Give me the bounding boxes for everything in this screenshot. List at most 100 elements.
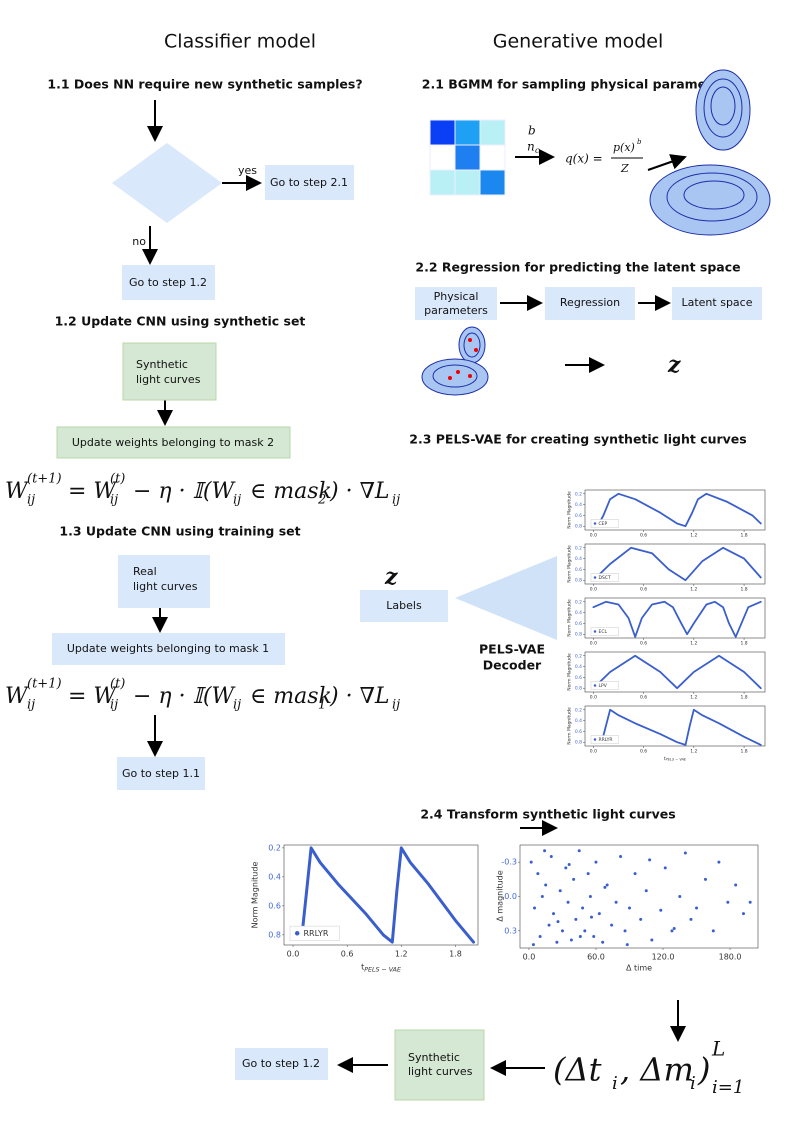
step-title: 2.2 Regression for predicting the latent… — [415, 260, 740, 275]
x-tick-label: 0.6 — [640, 641, 647, 647]
x-tick-label: 0.6 — [640, 695, 647, 701]
scatter-point — [650, 938, 654, 942]
y-tick-label: 0.3 — [504, 926, 517, 935]
scatter-point — [610, 923, 614, 927]
x-tick-label: 1.8 — [740, 641, 747, 647]
scatter-point — [555, 940, 559, 944]
y-tick-label: 0.6 — [575, 729, 582, 735]
light-curve — [592, 546, 762, 582]
y-tick-label: 0.6 — [575, 567, 582, 573]
symbol: z — [384, 564, 398, 590]
y-tick-label: 0.6 — [575, 621, 582, 627]
formula-part: ij — [27, 493, 35, 508]
scatter-point — [741, 912, 745, 916]
box — [117, 757, 205, 790]
scatter-point — [703, 877, 707, 881]
scatter-point — [711, 929, 715, 933]
scatter-point — [633, 872, 637, 876]
scatter-point — [601, 940, 605, 944]
plot-frame — [519, 844, 759, 949]
scatter-point — [583, 929, 587, 933]
formula-part: − η · 𝕀(W — [133, 684, 236, 709]
box-label: Regression — [560, 296, 620, 309]
box — [235, 1048, 328, 1080]
formula-part: ij — [392, 493, 400, 508]
x-tick-label: 1.2 — [690, 587, 697, 593]
formula-part: ) — [697, 1051, 710, 1089]
scatter-point — [639, 917, 643, 921]
scatter-point — [564, 866, 568, 870]
scatter-point — [531, 943, 535, 947]
scatter-point — [543, 849, 547, 853]
y-tick-label: 0.8 — [575, 632, 582, 638]
scatter-point — [581, 906, 585, 910]
scatter-point — [588, 895, 592, 898]
y-tick-label: 0.4 — [575, 502, 582, 508]
formula-part: ij — [233, 493, 241, 508]
x-tick-label: 1.8 — [740, 587, 747, 593]
box — [56, 426, 291, 459]
scatter-point — [628, 906, 632, 910]
header: Generative model — [493, 31, 663, 53]
light-curve — [592, 654, 762, 690]
x-axis-label-main: t — [361, 962, 364, 971]
decoder — [455, 556, 557, 640]
box-label: Physical — [434, 290, 479, 303]
formula-part: i — [690, 1073, 696, 1094]
formula-part: ) · ∇L — [329, 479, 390, 504]
symbol: c — [535, 146, 540, 155]
legend-label: LPV — [599, 683, 608, 689]
x-tick-label: 0.6 — [341, 950, 354, 959]
box-label: light curves — [136, 373, 201, 386]
scatter-point — [625, 943, 629, 947]
scatter-point — [556, 920, 560, 924]
x-axis-label-main: t — [664, 756, 666, 762]
scatter-point — [547, 923, 551, 927]
box-label: Latent space — [681, 296, 752, 309]
light-curve — [596, 492, 762, 528]
scatter-point — [717, 860, 721, 864]
scatter-point — [544, 883, 548, 887]
x-axis-label-sub: PELS − VAE — [364, 966, 401, 973]
label: Decoder — [483, 658, 542, 673]
box-label: parameters — [424, 304, 488, 317]
y-tick-label: 0.4 — [575, 664, 582, 670]
y-tick-label: 0.4 — [575, 610, 582, 616]
symbol: b — [528, 124, 536, 138]
y-axis-label: Norm Magnitude — [567, 653, 573, 691]
y-axis-label: Norm Magnitude — [251, 862, 260, 929]
x-tick-label: 60.0 — [587, 953, 605, 962]
formula-part: ij — [392, 698, 400, 713]
y-tick-label: 0.2 — [575, 707, 582, 713]
y-axis-label: Norm Magnitude — [567, 491, 573, 529]
legend-label: RRLYR — [599, 737, 613, 743]
decision — [112, 143, 222, 223]
x-tick-label: 1.8 — [449, 950, 462, 959]
scatter-point — [569, 938, 573, 942]
light-curve — [592, 600, 762, 638]
step-title: 1.2 Update CNN using synthetic set — [55, 314, 306, 329]
y-axis-label: Norm Magnitude — [567, 545, 573, 583]
y-tick-label: 0.2 — [575, 545, 582, 551]
legend-label: DSCT — [599, 575, 611, 581]
formula-part: (t+1) — [27, 472, 62, 487]
formula-part: ∈ mask — [250, 684, 332, 709]
x-tick-label: 1.8 — [740, 749, 747, 755]
formula-part: W — [5, 479, 30, 504]
x-tick-label: 1.8 — [740, 533, 747, 539]
symbol: z — [667, 352, 681, 378]
y-axis-label: Norm Magnitude — [567, 707, 573, 745]
box-label: Update weights belonging to mask 1 — [67, 642, 269, 655]
scatter-point — [734, 883, 738, 887]
arrows — [142, 100, 687, 1076]
scatter-point — [586, 872, 590, 876]
x-tick-label: 0.0 — [590, 587, 597, 593]
legend-marker — [593, 630, 597, 633]
box — [394, 1029, 485, 1101]
box — [415, 287, 497, 320]
x-tick-label: 180.0 — [719, 953, 742, 962]
x-tick-label: 0.0 — [523, 953, 536, 962]
scatter-point — [648, 858, 652, 862]
box-label: Update weights belonging to mask 2 — [72, 436, 274, 449]
